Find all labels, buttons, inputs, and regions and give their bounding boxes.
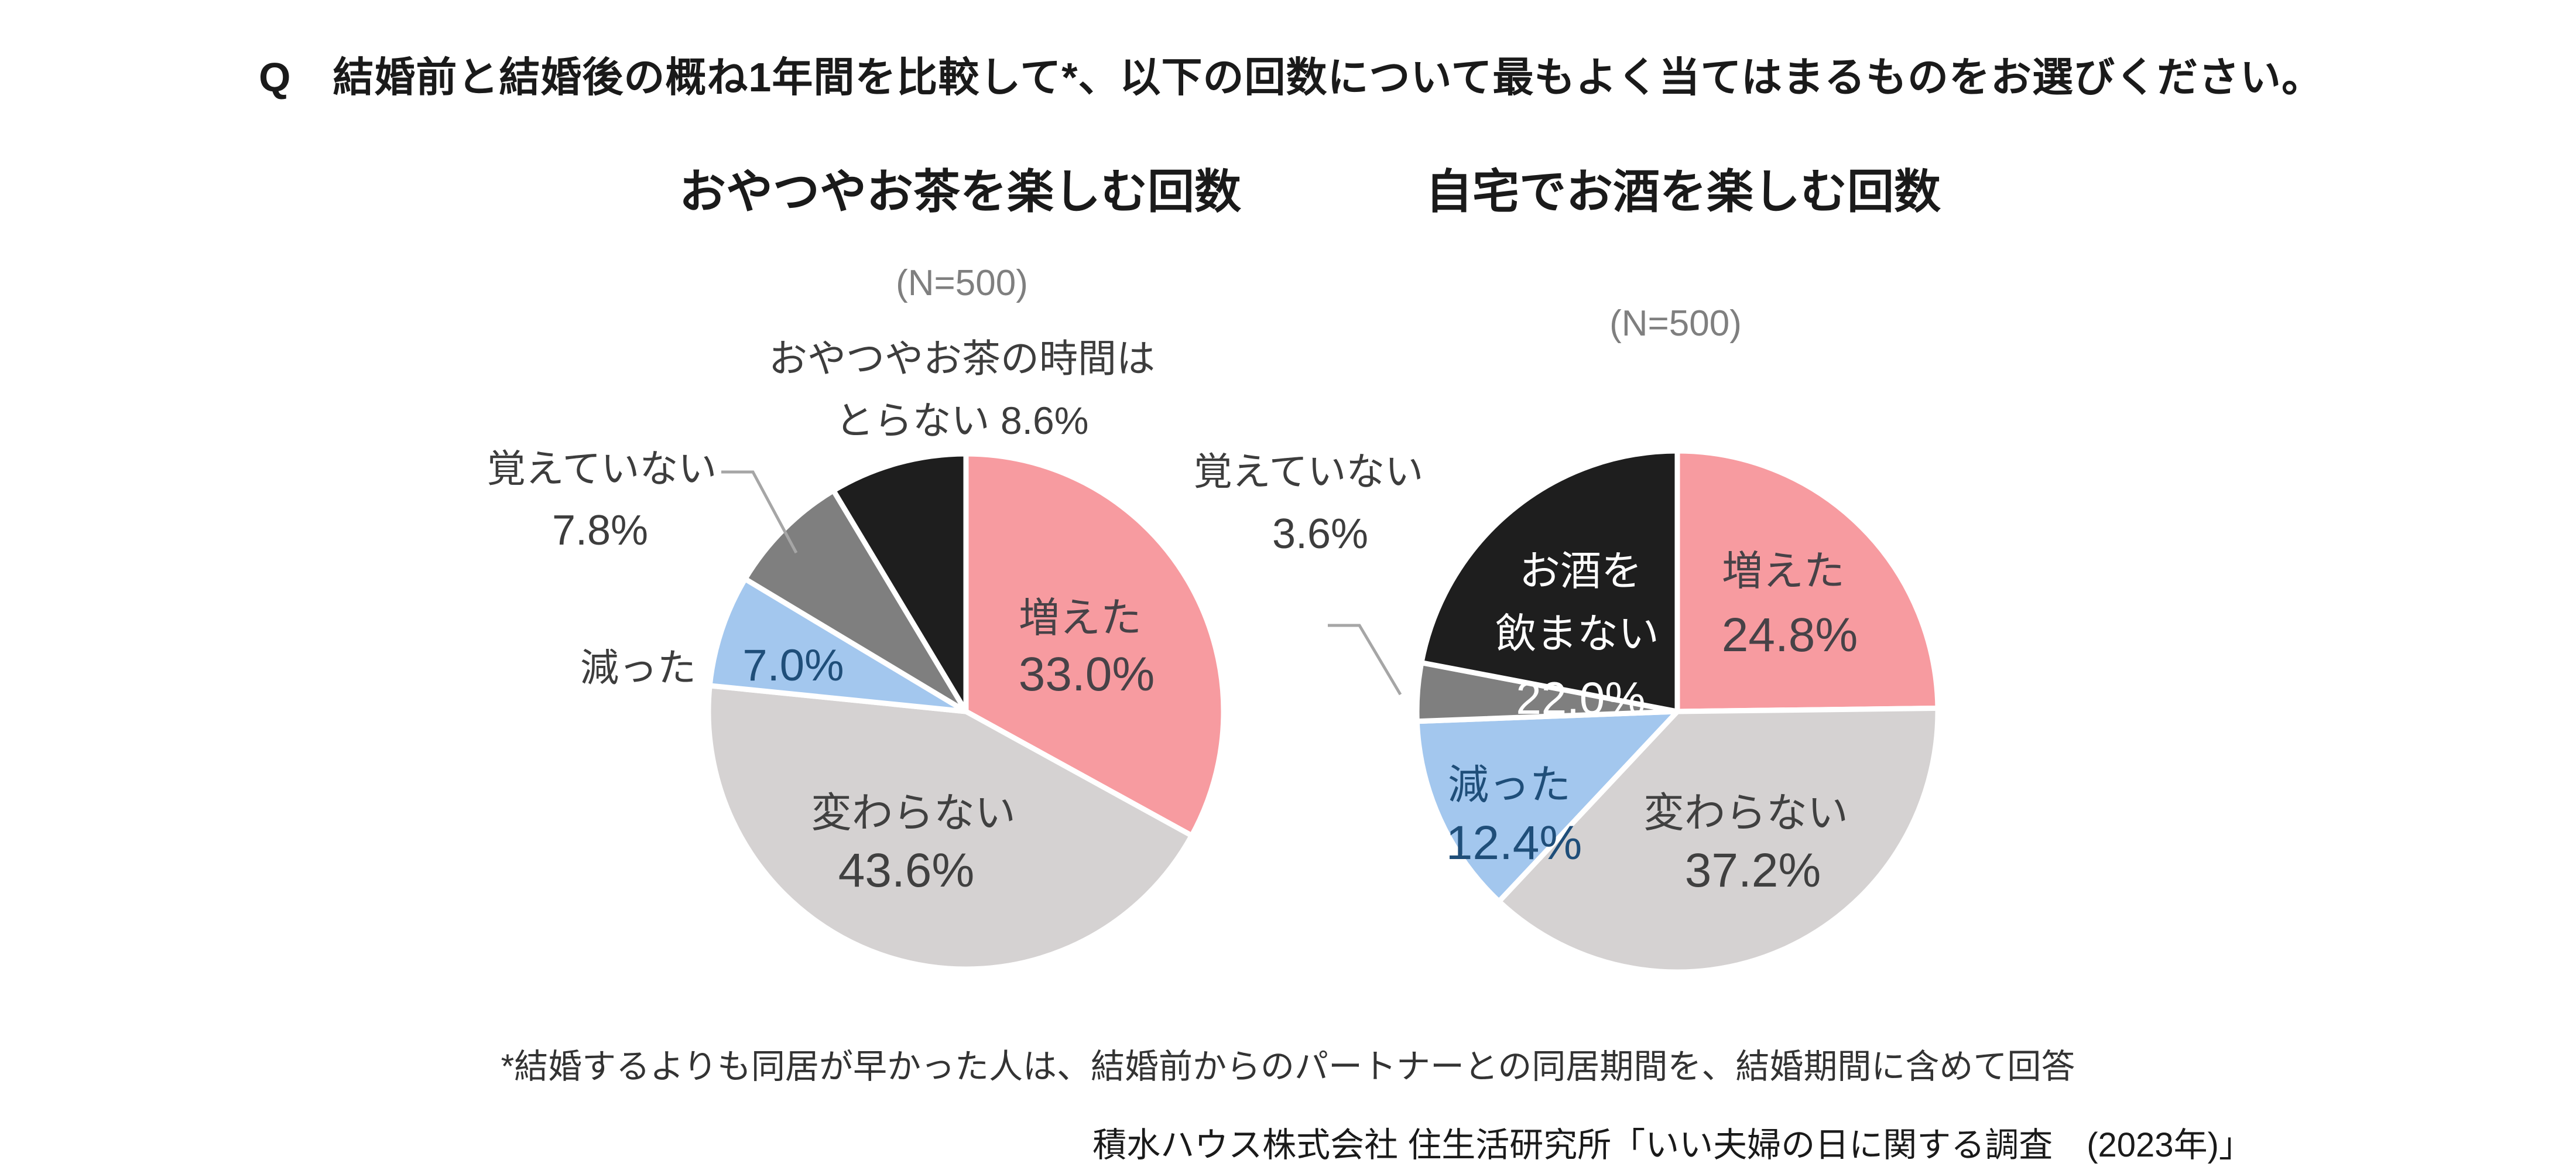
tea-chart-sample-size: (N=500) (896, 263, 1028, 303)
alcohol-slice-label-unchanged: 変わらない (1643, 790, 1848, 836)
tea-slice-label-no-tea-time-line2: とらない 8.6% (835, 399, 1089, 442)
pie-slice-0 (1674, 448, 1941, 714)
tea-slice-label-decreased: 減った (580, 646, 696, 689)
question-title: Q 結婚前と結婚後の概ね1年間を比較して*、以下の回数について最もよく当てはまる… (258, 54, 2324, 100)
alcohol-slice-value-increased: 24.8% (1721, 608, 1858, 662)
tea-chart-title: おやつやお茶を楽しむ回数 (679, 166, 1241, 218)
alcohol-slice-label-dont-remember: 覚えていない (1193, 450, 1424, 493)
source-credit: 積水ハウス株式会社 住生活研究所「いい夫婦の日に関する調査 (2023年)」 (1092, 1126, 2253, 1164)
alcohol-slice-label-no-drink-line2: 飲まない (1495, 611, 1659, 656)
pie-slice-0 (963, 451, 1227, 839)
alcohol-pie-chart (1414, 448, 1941, 975)
alcohol-slice-label-increased: 増えた (1722, 548, 1845, 594)
pie-slice-1 (1496, 705, 1941, 975)
pie-slice-1 (705, 683, 1195, 972)
tea-slice-value-increased: 33.0% (1018, 648, 1155, 701)
alcohol-slice-label-decreased: 減った (1448, 762, 1571, 808)
alcohol-slice-value-dont-remember: 3.6% (1272, 511, 1369, 557)
alcohol-slice-label-no-drink-line1: お酒を (1519, 548, 1642, 594)
tea-slice-label-increased: 増えた (1019, 595, 1142, 641)
pie-slice-2 (1414, 709, 1680, 904)
tea-slice-value-decreased: 7.0% (742, 641, 844, 690)
tea-pie-chart (705, 451, 1227, 972)
pie-slice-2 (707, 576, 969, 714)
alcohol-chart-title: 自宅でお酒を楽しむ回数 (1426, 166, 1941, 218)
alcohol-leader-line-dont-remember (1328, 624, 1402, 696)
tea-slice-value-dont-remember: 7.8% (551, 507, 649, 554)
tea-slice-value-unchanged: 43.6% (838, 844, 975, 897)
tea-slice-label-unchanged: 変わらない (811, 790, 1016, 836)
alcohol-slice-value-decreased: 12.4% (1445, 816, 1582, 870)
alcohol-slice-value-unchanged: 37.2% (1684, 844, 1821, 897)
alcohol-slice-value-no-drink: 22.0% (1516, 672, 1646, 724)
tea-slice-label-dont-remember: 覚えていない (487, 447, 717, 490)
asterisk-footnote: *結婚するよりも同居が早かった人は、結婚前からのパートナーとの同居期間を、結婚期… (501, 1048, 2075, 1086)
alcohol-chart-sample-size: (N=500) (1609, 303, 1742, 344)
pie-slice-4 (831, 451, 969, 714)
tea-slice-label-no-tea-time-line1: おやつやお茶の時間は (769, 337, 1155, 380)
pie-slice-4 (1419, 448, 1680, 714)
